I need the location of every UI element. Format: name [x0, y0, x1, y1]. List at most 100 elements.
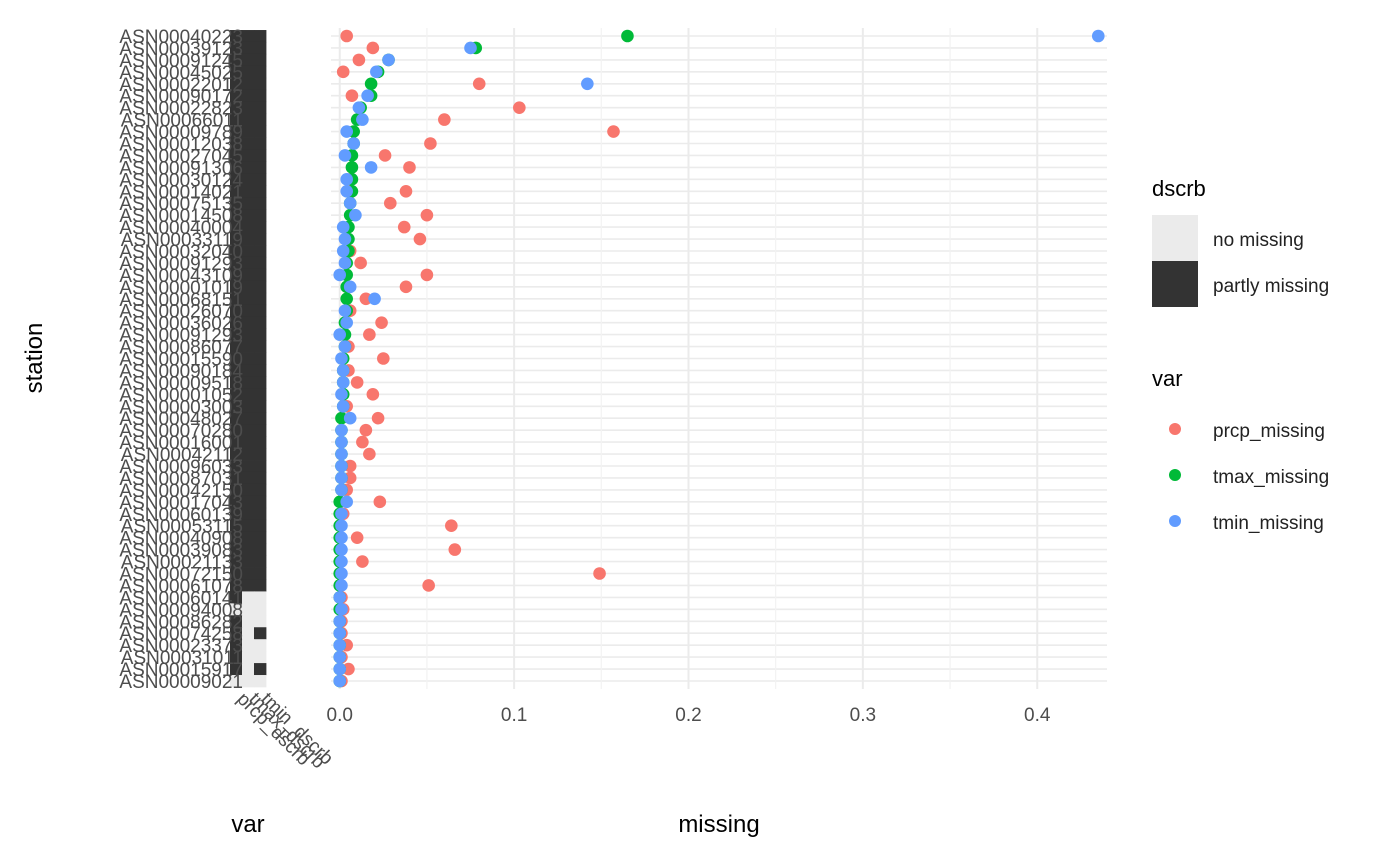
heatmap-cell	[242, 257, 254, 269]
heatmap-cell	[254, 126, 266, 138]
legend-swatch-no-missing	[1152, 215, 1198, 261]
heatmap-cell	[242, 138, 254, 150]
fill-legend: dscrb no missing partly missing	[1152, 176, 1329, 307]
heatmap-cell	[254, 221, 266, 233]
heatmap-cell	[242, 639, 254, 651]
data-point-tmin-missing	[344, 281, 357, 294]
data-point-tmax-missing	[621, 30, 634, 43]
data-point-tmin-missing	[337, 221, 350, 234]
data-point-tmin-missing	[340, 125, 353, 138]
data-point-prcp-missing	[421, 209, 434, 222]
data-point-tmin-missing	[337, 400, 350, 413]
data-point-tmin-missing	[335, 388, 348, 401]
heatmap-cell	[242, 233, 254, 245]
legend-label-tmax-missing: tmax_missing	[1213, 467, 1329, 488]
heatmap-cell	[242, 568, 254, 580]
data-point-tmin-missing	[339, 149, 352, 162]
heatmap-cell	[242, 472, 254, 484]
heatmap-cell	[254, 591, 266, 603]
fill-legend-title: dscrb	[1152, 176, 1206, 201]
heatmap-cell	[254, 412, 266, 424]
heatmap-cell	[242, 353, 254, 365]
data-point-tmin-missing	[370, 66, 383, 79]
x-tick-label: 0.2	[675, 705, 701, 726]
heatmap-cell	[242, 615, 254, 627]
heatmap-cell	[254, 675, 266, 687]
heatmap-cell	[254, 579, 266, 591]
scatter-gridlines	[331, 28, 1107, 689]
heatmap-cell	[242, 126, 254, 138]
data-point-prcp-missing	[367, 42, 380, 55]
heatmap-cell	[242, 293, 254, 305]
heatmap-cell	[242, 78, 254, 90]
data-point-prcp-missing	[438, 113, 451, 126]
data-point-tmin-missing	[335, 460, 348, 473]
heatmap-cell	[254, 341, 266, 353]
heatmap-cell	[254, 364, 266, 376]
heatmap-cell	[254, 663, 266, 675]
data-point-tmin-missing	[335, 352, 348, 365]
heatmap-cell	[254, 568, 266, 580]
data-point-tmin-missing	[339, 257, 352, 270]
data-point-tmin-missing	[382, 54, 395, 67]
heatmap-cell	[254, 293, 266, 305]
data-point-tmin-missing	[340, 496, 353, 509]
data-point-tmin-missing	[335, 519, 348, 532]
heatmap-cell	[254, 376, 266, 388]
data-point-prcp-missing	[374, 496, 387, 509]
y-axis-title: station	[21, 323, 48, 394]
legend-swatch-partly-missing	[1152, 261, 1198, 307]
legend-label-tmin-missing: tmin_missing	[1213, 513, 1324, 534]
data-point-tmin-missing	[333, 639, 346, 652]
heatmap-cell	[242, 376, 254, 388]
data-point-prcp-missing	[473, 77, 486, 90]
heatmap-cell	[242, 30, 254, 42]
heatmap-cell	[242, 221, 254, 233]
data-point-tmin-missing	[335, 603, 348, 616]
data-point-tmin-missing	[333, 627, 346, 640]
data-point-tmin-missing	[335, 567, 348, 580]
heatmap-cell	[242, 496, 254, 508]
data-point-tmin-missing	[361, 89, 374, 102]
data-point-prcp-missing	[445, 519, 458, 532]
heatmap-cell	[254, 460, 266, 472]
heatmap-cell	[254, 197, 266, 209]
heatmap-cell	[254, 484, 266, 496]
heatmap-cell	[254, 233, 266, 245]
heatmap-cell	[254, 651, 266, 663]
heatmap-cell	[254, 556, 266, 568]
data-point-tmin-missing	[333, 615, 346, 628]
heatmap-cell	[242, 412, 254, 424]
heatmap-cell	[242, 102, 254, 114]
heatmap-cell	[242, 269, 254, 281]
data-point-tmin-missing	[335, 543, 348, 556]
heatmap-cell	[242, 364, 254, 376]
data-point-tmin-missing	[335, 484, 348, 497]
data-point-prcp-missing	[354, 257, 367, 270]
color-legend-title: var	[1152, 366, 1183, 391]
heatmap-cell	[242, 436, 254, 448]
heatmap-cell	[254, 185, 266, 197]
data-point-tmin-missing	[333, 651, 346, 664]
heatmap-cell	[242, 651, 254, 663]
data-point-tmax-missing	[346, 161, 359, 174]
heatmap-cell	[242, 281, 254, 293]
data-point-tmin-missing	[335, 472, 348, 485]
data-point-tmin-missing	[337, 364, 350, 377]
data-point-tmin-missing	[335, 424, 348, 437]
data-point-tmin-missing	[349, 209, 362, 222]
heatmap-cell	[242, 591, 254, 603]
scatter-x-tick-labels: 0.0 0.1 0.2 0.3 0.4	[327, 705, 1051, 726]
station-tick-labels: ASN00040223ASN00039123ASN00091245ASN0004…	[119, 27, 243, 693]
legend-dot-prcp-missing	[1169, 423, 1181, 435]
heatmap-cell	[254, 508, 266, 520]
heatmap-cell	[254, 388, 266, 400]
data-point-prcp-missing	[351, 376, 364, 389]
data-point-tmin-missing	[339, 340, 352, 353]
legend-label-partly-missing: partly missing	[1213, 276, 1329, 297]
data-point-prcp-missing	[346, 89, 359, 102]
heatmap-cell	[242, 400, 254, 412]
x-tick-label: 0.0	[327, 705, 353, 726]
data-point-tmin-missing	[340, 173, 353, 186]
data-point-prcp-missing	[400, 281, 413, 294]
